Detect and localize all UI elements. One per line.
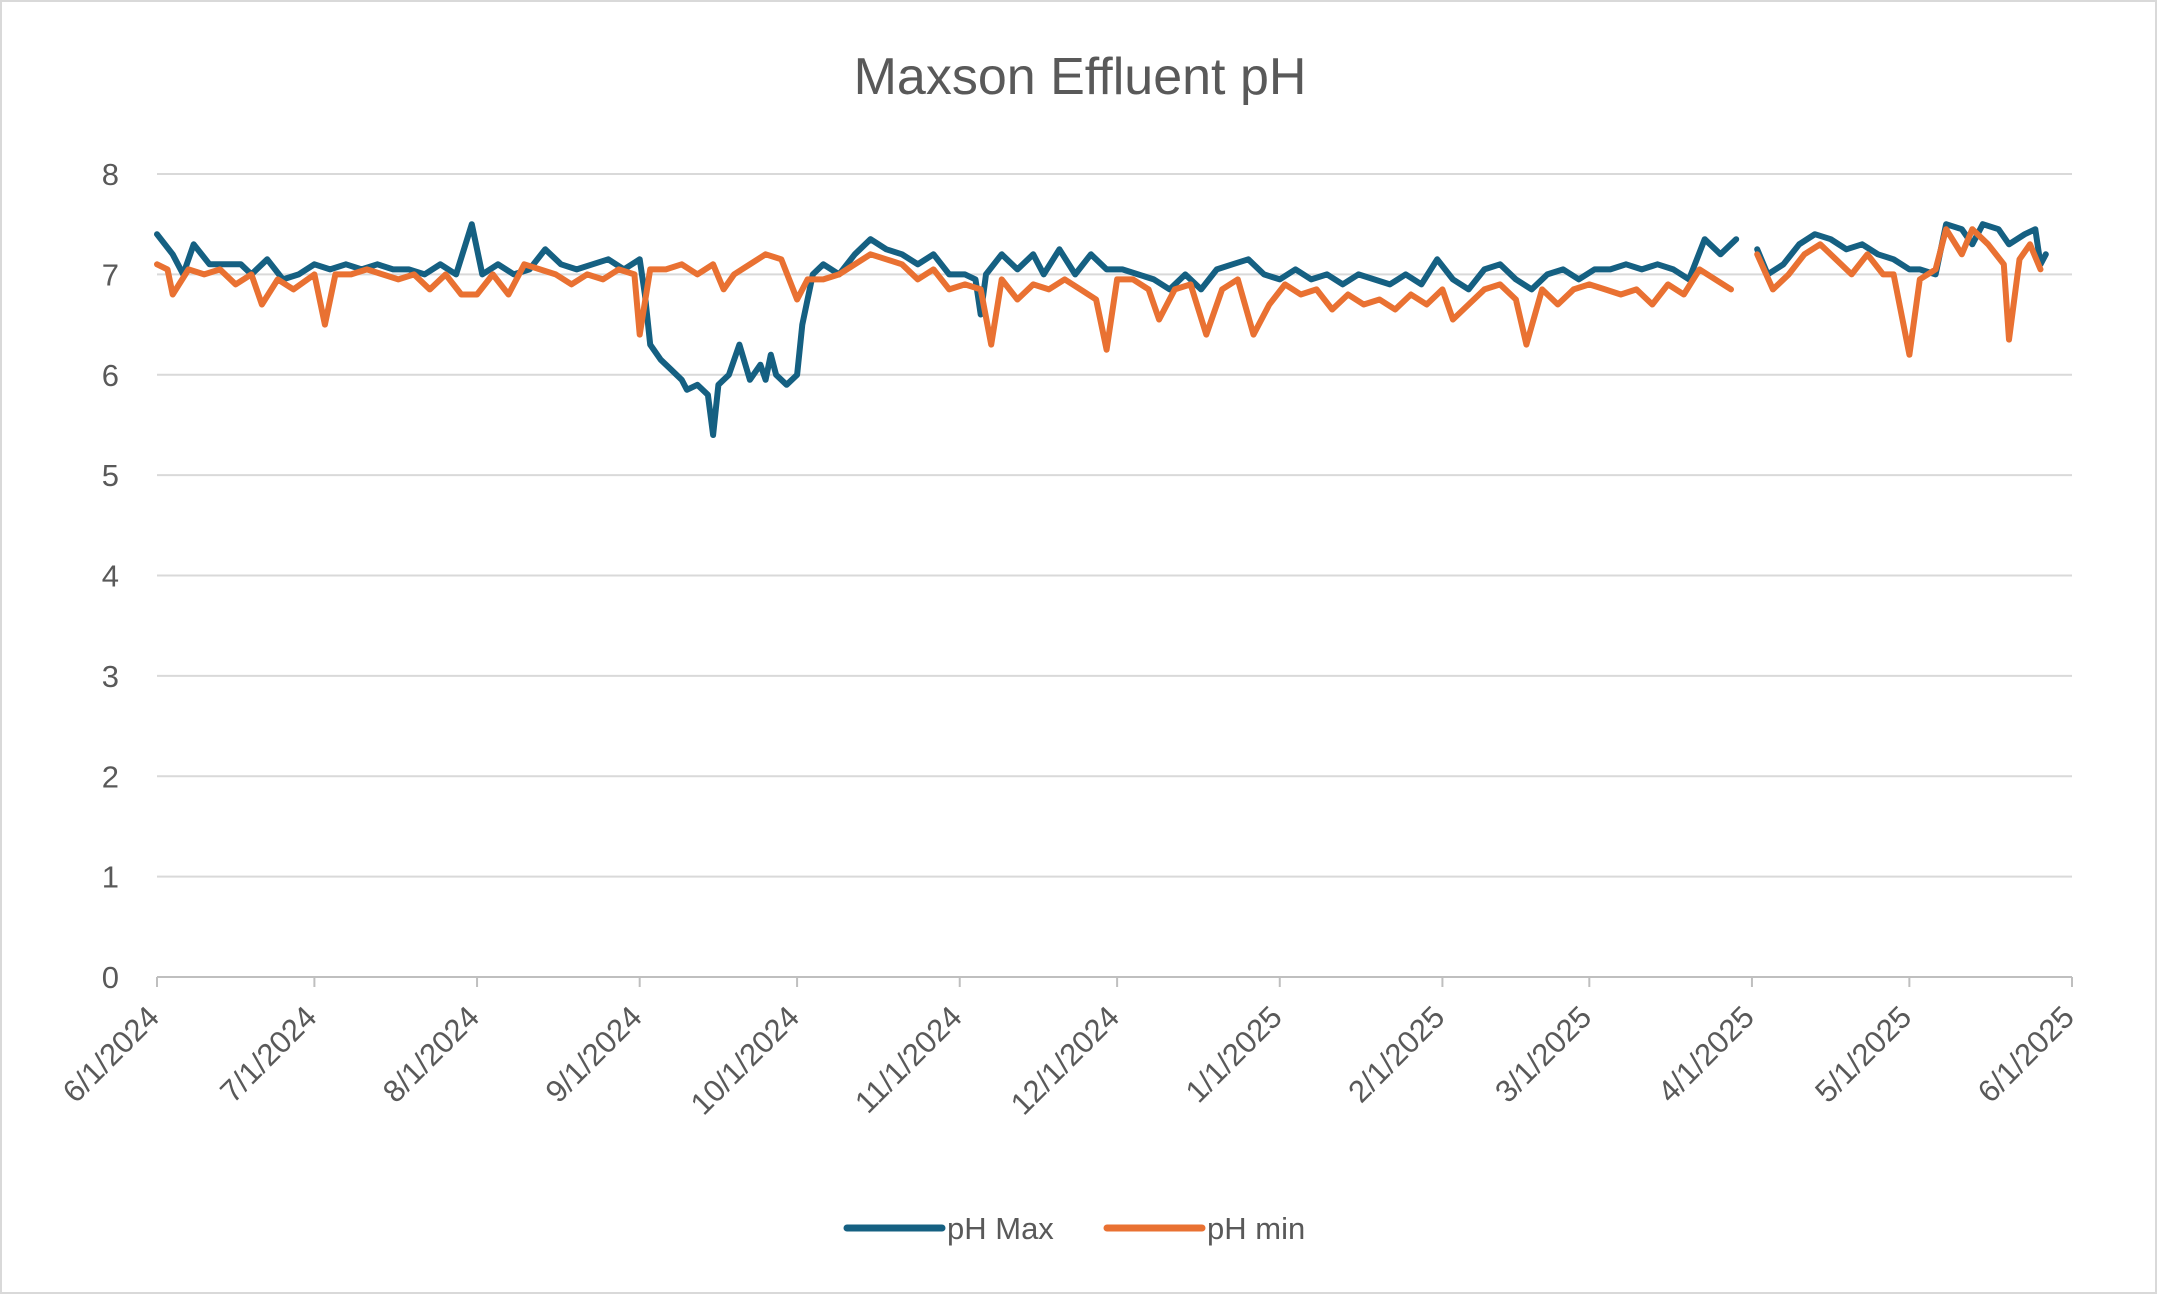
x-tick-label: 6/1/2024 <box>56 999 166 1109</box>
gridlines <box>157 173 2072 978</box>
x-tick-label: 7/1/2024 <box>213 999 323 1109</box>
x-tick-label: 11/1/2024 <box>848 999 969 1120</box>
x-tick-label: 6/1/2025 <box>1971 999 2081 1109</box>
x-tick-label: 3/1/2025 <box>1488 999 1598 1109</box>
x-tick-label: 5/1/2025 <box>1808 999 1918 1109</box>
series-lines <box>154 221 2049 438</box>
x-tick-label: 1/1/2025 <box>1179 999 1289 1109</box>
x-tick-label: 10/1/2024 <box>684 999 806 1121</box>
y-tick-label: 1 <box>102 860 119 895</box>
y-tick-label: 2 <box>102 759 119 794</box>
y-tick-label: 3 <box>102 659 119 694</box>
series-line-ph-min <box>154 226 2044 358</box>
x-tick-label: 2/1/2025 <box>1341 999 1451 1109</box>
x-tick-label: 9/1/2024 <box>539 999 649 1109</box>
y-tick-label: 8 <box>102 157 119 192</box>
x-tick-label: 8/1/2024 <box>376 999 486 1109</box>
x-tick-label: 4/1/2025 <box>1651 999 1761 1109</box>
x-tick-label: 12/1/2024 <box>1004 999 1126 1121</box>
legend-label-ph-min: pH min <box>1207 1211 1305 1246</box>
series-line-ph-max <box>154 221 2049 438</box>
y-tick-label: 5 <box>102 458 119 493</box>
legend-label-ph-max: pH Max <box>947 1211 1054 1246</box>
x-axis: 6/1/2024 7/1/2024 8/1/2024 9/1/2024 10/1/202… <box>56 977 2081 1121</box>
y-tick-label: 7 <box>102 257 119 292</box>
legend: pH Max pH min <box>843 1211 1305 1246</box>
y-tick-label: 4 <box>102 559 119 594</box>
y-axis: 0 1 2 3 4 5 6 7 8 <box>102 157 119 995</box>
y-tick-label: 6 <box>102 358 119 393</box>
y-tick-label: 0 <box>102 960 119 995</box>
chart-title: Maxson Effluent pH <box>854 48 1307 106</box>
